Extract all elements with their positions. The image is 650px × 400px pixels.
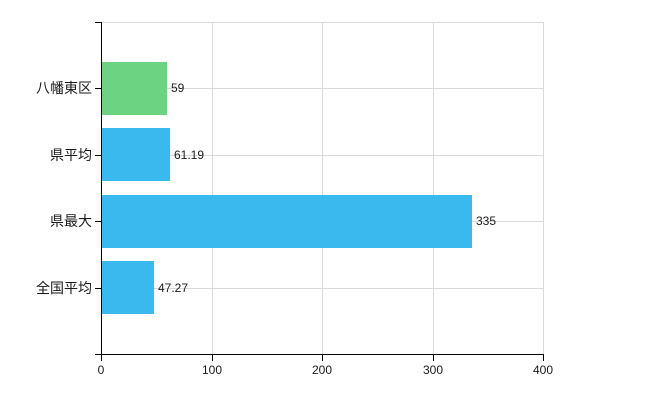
category-label: 八幡東区 — [36, 80, 92, 96]
gridline-vertical — [322, 22, 323, 354]
y-axis-tick — [95, 288, 101, 289]
bar — [102, 62, 167, 115]
y-axis-tick-top — [95, 22, 101, 23]
gridline-vertical — [543, 22, 544, 354]
gridline-horizontal-category — [102, 88, 543, 89]
bar-value-label: 335 — [476, 214, 497, 228]
gridline-horizontal-category — [102, 155, 543, 156]
x-axis-tick-label: 100 — [201, 363, 223, 377]
y-axis-line — [101, 22, 102, 355]
x-axis-tick-label: 0 — [97, 363, 105, 377]
category-label: 全国平均 — [36, 280, 92, 296]
y-axis-tick — [95, 88, 101, 89]
bar — [102, 195, 472, 248]
category-label: 県平均 — [50, 147, 92, 163]
gridline-vertical — [433, 22, 434, 354]
bar-value-label: 59 — [171, 81, 185, 95]
bar-value-label: 47.27 — [158, 281, 189, 295]
bar-value-label: 61.19 — [174, 148, 205, 162]
x-axis-tick — [543, 354, 544, 361]
x-axis-tick — [101, 354, 102, 361]
x-axis-tick-label: 400 — [532, 363, 554, 377]
bar — [102, 261, 154, 314]
gridline-horizontal-category — [102, 288, 543, 289]
x-axis-tick — [322, 354, 323, 361]
bar — [102, 128, 170, 181]
y-axis-tick — [95, 221, 101, 222]
x-axis-tick-label: 300 — [422, 363, 444, 377]
x-axis-tick — [212, 354, 213, 361]
y-axis-tick-bottom — [95, 354, 101, 355]
category-label: 県最大 — [50, 213, 92, 229]
x-axis-tick — [433, 354, 434, 361]
x-axis-line — [101, 354, 544, 355]
y-axis-tick — [95, 155, 101, 156]
gridline-vertical — [212, 22, 213, 354]
x-axis-tick-label: 200 — [311, 363, 333, 377]
